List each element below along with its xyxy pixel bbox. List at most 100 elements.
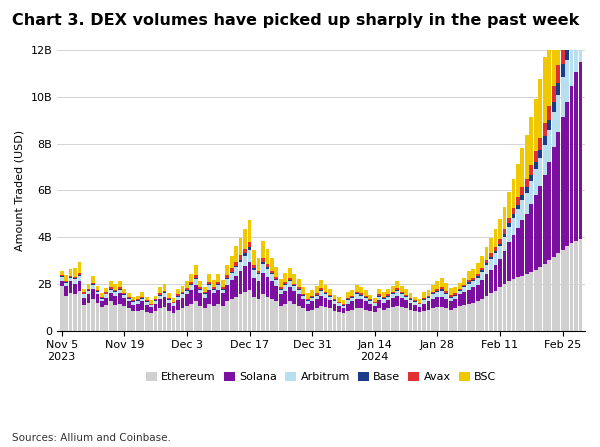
Bar [77, 282, 82, 291]
Bar [364, 301, 368, 309]
Bar [476, 263, 479, 274]
Bar [337, 306, 341, 312]
Bar [261, 294, 265, 330]
Bar [136, 300, 140, 301]
Bar [561, 250, 565, 330]
Bar [190, 282, 193, 284]
Bar [149, 313, 153, 330]
Bar [391, 293, 395, 294]
Bar [534, 99, 538, 152]
Bar [279, 279, 283, 287]
Bar [476, 301, 479, 330]
Bar [176, 297, 180, 300]
Bar [436, 292, 439, 297]
Bar [216, 290, 220, 304]
Bar [212, 280, 215, 287]
Bar [212, 289, 215, 290]
Bar [68, 269, 73, 276]
Bar [368, 299, 372, 300]
Bar [60, 271, 64, 275]
Bar [463, 292, 466, 305]
Bar [516, 209, 520, 228]
Bar [377, 297, 381, 300]
Bar [221, 306, 224, 330]
Bar [230, 268, 233, 272]
Bar [288, 301, 292, 330]
Bar [440, 287, 444, 290]
Bar [145, 312, 149, 330]
Bar [422, 298, 426, 299]
Bar [140, 299, 144, 301]
Bar [243, 292, 247, 330]
Bar [543, 145, 547, 175]
Bar [230, 256, 233, 268]
Bar [82, 294, 86, 298]
Bar [409, 298, 412, 299]
Bar [552, 147, 556, 257]
Bar [297, 287, 301, 289]
Bar [181, 308, 184, 330]
Bar [418, 312, 421, 330]
Bar [552, 85, 556, 101]
Bar [373, 306, 377, 312]
Bar [395, 288, 399, 290]
Bar [190, 285, 193, 290]
Bar [359, 295, 363, 299]
Bar [91, 283, 95, 284]
Bar [436, 297, 439, 307]
Bar [252, 250, 256, 265]
Bar [239, 271, 242, 294]
Text: Sources: Allium and Coinbase.: Sources: Allium and Coinbase. [12, 433, 171, 443]
Bar [154, 300, 157, 301]
Bar [95, 303, 100, 330]
Bar [454, 293, 457, 295]
Bar [77, 291, 82, 330]
Bar [534, 195, 538, 270]
Bar [328, 289, 332, 295]
Bar [512, 235, 515, 279]
Bar [145, 305, 149, 312]
Bar [145, 302, 149, 305]
Bar [288, 268, 292, 278]
Bar [270, 270, 274, 273]
Bar [445, 294, 448, 299]
Bar [480, 268, 484, 270]
Bar [319, 295, 323, 306]
Bar [306, 300, 310, 301]
Bar [489, 270, 493, 293]
Bar [113, 291, 117, 292]
Bar [109, 289, 113, 290]
Bar [68, 282, 73, 293]
Bar [436, 289, 439, 291]
Bar [418, 303, 421, 304]
Bar [306, 293, 310, 299]
Bar [60, 282, 64, 286]
Bar [203, 294, 206, 298]
Bar [569, 27, 574, 42]
Bar [427, 290, 430, 295]
Bar [158, 299, 162, 308]
Bar [578, 62, 583, 240]
Bar [516, 198, 520, 205]
Bar [328, 297, 332, 300]
Bar [91, 299, 95, 330]
Bar [431, 294, 435, 299]
Bar [561, 64, 565, 77]
Bar [489, 238, 493, 253]
Bar [221, 293, 224, 306]
Bar [413, 311, 417, 330]
Bar [301, 308, 305, 330]
Bar [95, 294, 100, 303]
Bar [341, 305, 346, 306]
Bar [154, 301, 157, 304]
Bar [288, 282, 292, 287]
Bar [292, 286, 296, 291]
Bar [208, 290, 211, 304]
Bar [185, 294, 189, 306]
Bar [332, 299, 337, 300]
Bar [368, 295, 372, 299]
Bar [391, 294, 395, 298]
Bar [552, 101, 556, 112]
Bar [346, 292, 350, 298]
Bar [243, 256, 247, 266]
